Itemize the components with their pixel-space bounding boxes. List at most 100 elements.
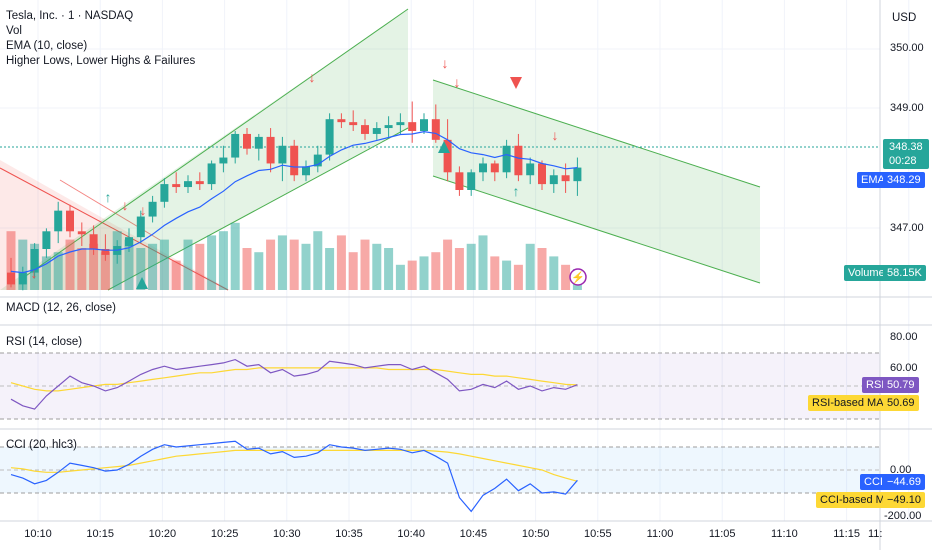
- cci-tick: 0.00: [890, 464, 912, 476]
- candle[interactable]: [7, 257, 15, 288]
- candle[interactable]: [538, 160, 546, 191]
- candle-body: [384, 125, 393, 129]
- descending-channel: [433, 80, 760, 283]
- custom-indicator-label[interactable]: Higher Lows, Lower Highs & Failures: [6, 55, 196, 67]
- candle[interactable]: [266, 128, 275, 173]
- candle[interactable]: [278, 136, 287, 182]
- volume-bar: [266, 239, 276, 290]
- ema-line: [10, 130, 578, 274]
- candle[interactable]: [89, 225, 98, 255]
- price-tick: 349.00: [890, 102, 924, 114]
- volume-bar: [53, 252, 63, 290]
- candle[interactable]: [490, 160, 499, 182]
- candle[interactable]: [479, 157, 487, 182]
- candle[interactable]: [431, 104, 440, 143]
- ascending-channel-upper: [19, 8, 409, 281]
- down-arrow-icon: ↓: [454, 74, 461, 90]
- volume-bar: [525, 243, 535, 290]
- volume-bar: [289, 239, 299, 290]
- candle[interactable]: [42, 228, 51, 258]
- candle-body: [420, 119, 428, 131]
- candle[interactable]: [396, 113, 405, 134]
- candle[interactable]: [207, 160, 216, 191]
- volume-indicator-label[interactable]: Vol: [6, 25, 22, 37]
- volume-bar: [230, 222, 240, 290]
- volume-bar: [513, 264, 523, 290]
- cci-pane-title[interactable]: CCI (20, hlc3): [6, 439, 77, 451]
- volume-bar: [325, 248, 335, 290]
- candle[interactable]: [420, 113, 428, 134]
- candle[interactable]: [337, 113, 346, 129]
- candle-body: [101, 249, 110, 255]
- candle-body: [526, 163, 535, 176]
- candle[interactable]: [160, 178, 169, 208]
- up-arrow-icon: ↑: [513, 183, 520, 199]
- candle[interactable]: [101, 234, 110, 261]
- candle-body: [172, 184, 181, 188]
- candle-body: [278, 145, 287, 164]
- down-arrow-icon: ↓: [140, 202, 147, 218]
- candle[interactable]: [195, 172, 204, 190]
- candle[interactable]: [325, 113, 334, 161]
- candle[interactable]: [361, 119, 369, 140]
- candle[interactable]: [549, 169, 558, 193]
- candle[interactable]: [231, 131, 240, 164]
- candle-body: [148, 201, 157, 217]
- flash-glyph-icon: ⚡: [571, 271, 585, 284]
- ema-indicator-label[interactable]: EMA (10, close): [6, 40, 88, 52]
- candle[interactable]: [148, 195, 157, 223]
- candle[interactable]: [219, 145, 228, 173]
- candle[interactable]: [313, 145, 322, 173]
- candle[interactable]: [502, 139, 511, 179]
- candle[interactable]: [184, 175, 192, 193]
- candle[interactable]: [349, 110, 358, 131]
- candle-body: [479, 163, 487, 173]
- candle[interactable]: [384, 116, 393, 137]
- candle-body: [467, 172, 476, 190]
- candle[interactable]: [526, 157, 535, 185]
- candle[interactable]: [243, 128, 251, 155]
- candle[interactable]: [77, 222, 86, 247]
- candle[interactable]: [408, 101, 417, 143]
- volume-bar: [549, 256, 559, 290]
- rsi-tick: 80.00: [890, 331, 918, 343]
- candle[interactable]: [467, 169, 476, 196]
- cci-tag-label: CCI: [860, 474, 887, 490]
- candle-body: [160, 184, 169, 202]
- candle[interactable]: [290, 139, 299, 182]
- candle[interactable]: [18, 266, 27, 291]
- candle[interactable]: [254, 133, 263, 161]
- macd-pane-title[interactable]: MACD (12, 26, close): [6, 302, 116, 314]
- volume-bar: [502, 260, 512, 290]
- candle[interactable]: [54, 201, 63, 244]
- volume-bar: [242, 248, 252, 290]
- price-tick: 347.00: [890, 222, 924, 234]
- candle[interactable]: [30, 243, 39, 279]
- volume-bar: [124, 239, 134, 290]
- ema-tag-value: 348.29: [883, 172, 925, 188]
- volume-bar: [136, 248, 146, 290]
- volume-bar: [431, 252, 441, 290]
- candle-body: [561, 175, 570, 182]
- volume-bar: [454, 248, 464, 290]
- candle-body: [7, 272, 15, 285]
- volume-bar: [443, 239, 453, 290]
- volume-bar: [207, 235, 217, 290]
- symbol-title[interactable]: Tesla, Inc. · 1 · NASDAQ: [6, 10, 134, 22]
- candle[interactable]: [573, 157, 582, 196]
- volume-bar: [218, 231, 228, 290]
- volume-tag-label: Volume: [844, 265, 889, 281]
- candle-body: [514, 145, 523, 176]
- currency-label[interactable]: USD: [892, 12, 917, 24]
- candle[interactable]: [455, 166, 464, 196]
- rsi-tag-label: RSI: [862, 377, 889, 393]
- down-arrow-icon: ↓: [31, 265, 38, 281]
- candle[interactable]: [172, 172, 181, 193]
- rsi-line: [10, 358, 578, 410]
- candle[interactable]: [372, 122, 381, 140]
- rsi-pane-title[interactable]: RSI (14, close): [6, 336, 83, 348]
- candle[interactable]: [302, 160, 310, 182]
- candle[interactable]: [66, 204, 74, 238]
- candle[interactable]: [136, 210, 145, 244]
